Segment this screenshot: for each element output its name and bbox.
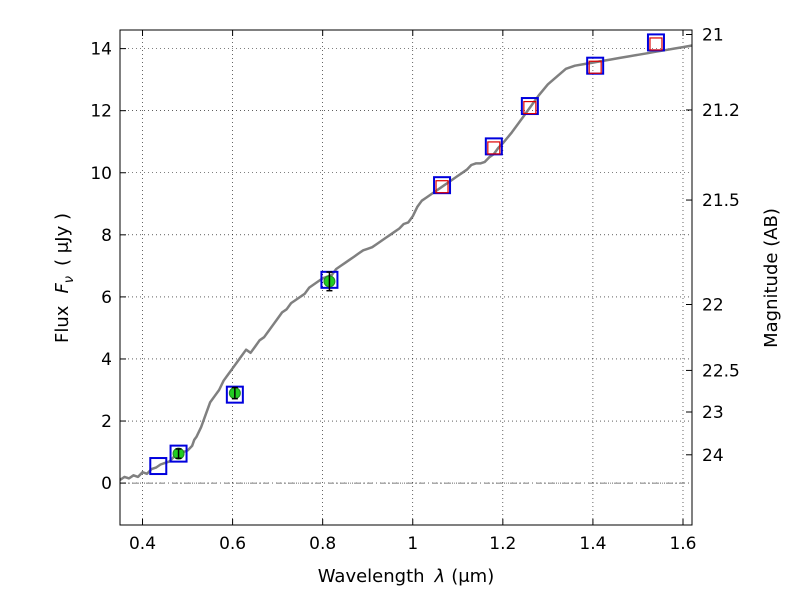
y-tick-label: 6 bbox=[101, 288, 112, 308]
y-tick-label: 10 bbox=[90, 164, 112, 184]
y-tick-label: 8 bbox=[101, 226, 112, 246]
y-axis-label-symbol: F bbox=[52, 283, 73, 294]
y-tick-label: 4 bbox=[101, 350, 112, 370]
y-axis-label-main: Flux bbox=[52, 305, 73, 343]
mag-tick-label: 24 bbox=[702, 446, 724, 466]
x-tick-label: 1 bbox=[407, 534, 418, 554]
upper-limit-marker bbox=[649, 37, 663, 51]
mag-tick-label: 21.5 bbox=[702, 191, 740, 211]
model-photometry-marker bbox=[149, 457, 168, 476]
tick-layer: 0.4 0.6 0.8 1 1.2 1.4 1.6024681012142121.221.5… bbox=[90, 25, 740, 554]
y-axis-label: Flux Fν ( μJy ) bbox=[52, 213, 77, 343]
x-axis-label-unit: (μm) bbox=[451, 566, 494, 587]
x-tick-label: 1.2 bbox=[489, 534, 516, 554]
x-tick-label: 0.6 bbox=[219, 534, 246, 554]
x-axis-label-main: Wavelength bbox=[318, 566, 425, 587]
model-photometry-marker bbox=[225, 385, 244, 404]
mag-tick-label: 22.5 bbox=[702, 361, 740, 381]
plot-layer bbox=[119, 44, 693, 482]
x-tick-label: 1.4 bbox=[579, 534, 606, 554]
mag-tick-label: 21 bbox=[702, 25, 724, 45]
upper-limit-marker bbox=[487, 141, 501, 155]
y-axis-label-sub: ν bbox=[62, 276, 77, 283]
x-tick-label: 0.4 bbox=[129, 534, 156, 554]
y-tick-label: 14 bbox=[90, 40, 112, 60]
y-tick-label: 2 bbox=[101, 412, 112, 432]
y2-axis-label: Magnitude (AB) bbox=[761, 208, 782, 348]
x-axis-label: Wavelength λ (μm) bbox=[318, 566, 494, 587]
x-axis-label-symbol: λ bbox=[434, 566, 446, 587]
mag-tick-label: 22 bbox=[702, 296, 724, 316]
y-tick-label: 12 bbox=[90, 102, 112, 122]
mag-tick-label: 23 bbox=[702, 403, 724, 423]
x-tick-label: 1.6 bbox=[669, 534, 696, 554]
model-photometry-marker bbox=[169, 444, 188, 463]
mag-tick-label: 21.2 bbox=[702, 101, 740, 121]
marker-layer bbox=[149, 33, 665, 476]
plot-frame bbox=[119, 29, 693, 526]
y-tick-label: 0 bbox=[101, 474, 112, 494]
grid-layer bbox=[120, 30, 692, 525]
y-axis-label-unit: ( μJy ) bbox=[52, 213, 73, 266]
upper-limit-marker bbox=[588, 60, 602, 74]
model-spectrum-line bbox=[119, 44, 693, 482]
x-tick-label: 0.8 bbox=[309, 534, 336, 554]
upper-limit-marker bbox=[523, 100, 537, 115]
upper-limit-marker bbox=[435, 180, 449, 194]
